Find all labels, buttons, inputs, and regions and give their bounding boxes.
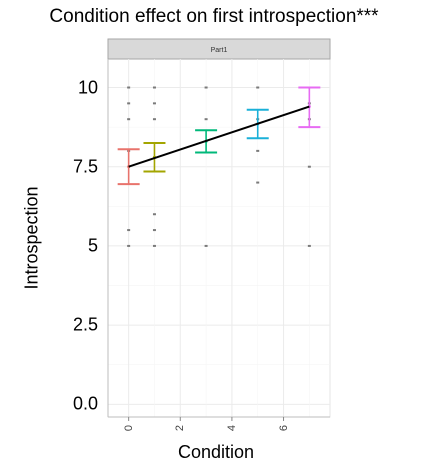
raw-data-point xyxy=(127,102,131,105)
raw-data-point xyxy=(256,86,260,89)
raw-data-point xyxy=(152,86,156,89)
raw-data-point xyxy=(152,244,156,247)
raw-data-point xyxy=(307,165,311,168)
x-tick-label: 2 xyxy=(174,424,187,432)
raw-data-point xyxy=(127,118,131,121)
y-tick-label: 7.5 xyxy=(72,156,98,177)
raw-data-point xyxy=(152,118,156,121)
x-tick-label: 6 xyxy=(277,424,290,432)
raw-data-point xyxy=(127,86,131,89)
y-tick-label: 5 xyxy=(87,235,98,256)
raw-data-point xyxy=(152,229,156,232)
trend-line xyxy=(128,105,310,168)
x-tick-label: 4 xyxy=(225,424,238,432)
x-tick-label: 0 xyxy=(122,424,135,432)
raw-data-point xyxy=(127,244,131,247)
facet-label: Part1 xyxy=(211,47,228,54)
raw-data-point xyxy=(152,213,156,216)
y-tick-label: 0.0 xyxy=(72,393,98,414)
raw-data-point xyxy=(127,229,131,232)
y-tick-label: 10 xyxy=(77,77,98,97)
chart-title: Condition effect on first introspection*… xyxy=(49,6,379,27)
x-axis-label: Condition xyxy=(177,442,255,462)
facet-strip xyxy=(107,38,331,60)
raw-data-point xyxy=(204,86,208,89)
raw-data-point xyxy=(307,244,311,247)
raw-data-point xyxy=(256,181,260,184)
raw-data-point xyxy=(256,149,260,152)
y-tick-label: 2.5 xyxy=(72,314,98,335)
raw-data-point xyxy=(204,244,208,247)
raw-data-point xyxy=(204,118,208,121)
raw-data-point xyxy=(152,102,156,105)
plot-panel xyxy=(107,58,331,418)
